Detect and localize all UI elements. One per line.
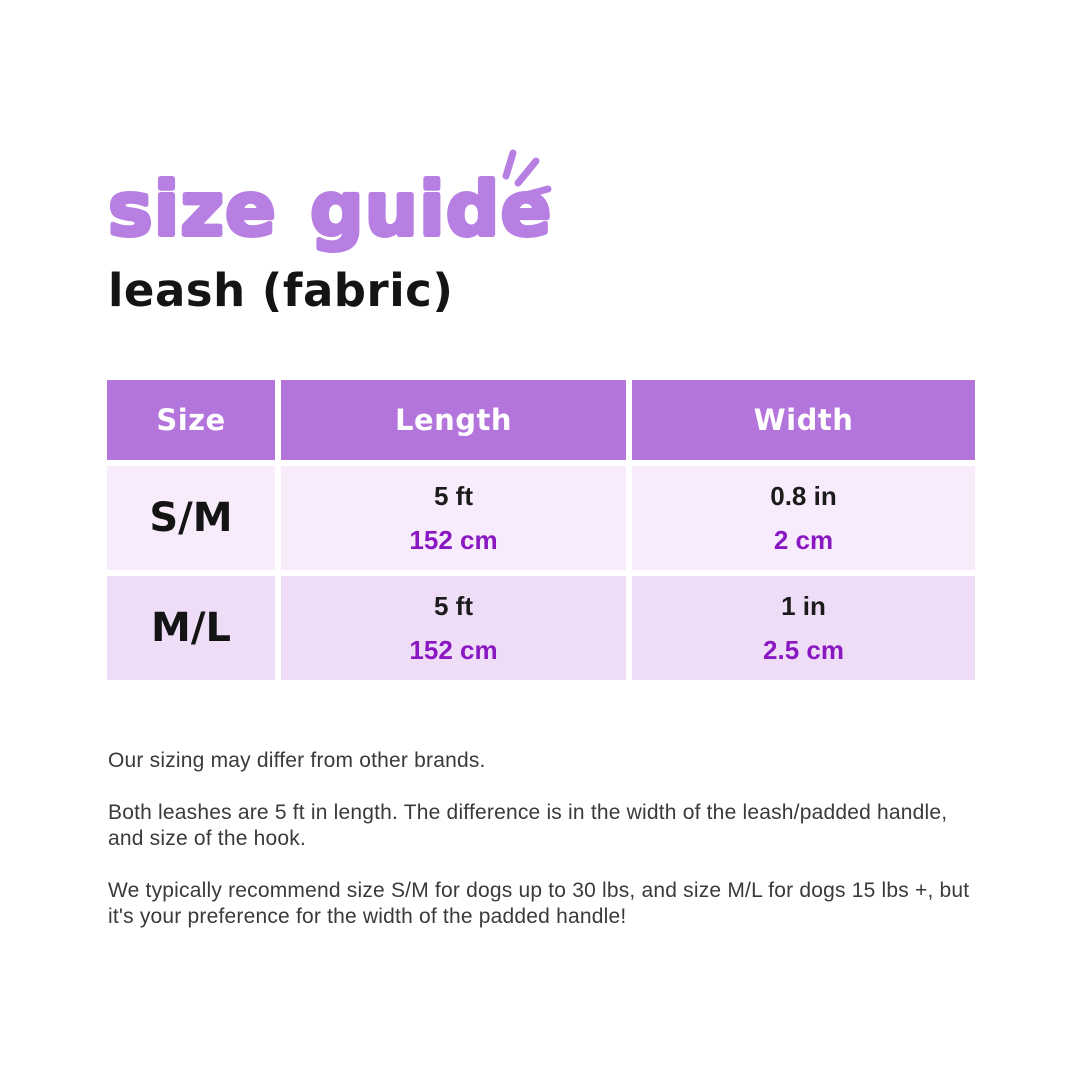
sizing-notes: Our sizing may differ from other brands.… bbox=[108, 748, 1048, 956]
length-imperial-sm: 5 ft bbox=[434, 480, 473, 511]
note-brands: Our sizing may differ from other brands. bbox=[108, 749, 486, 772]
header-cell-width: Width bbox=[632, 380, 975, 460]
page-subtitle: leash (fabric) bbox=[108, 264, 454, 317]
table-row-ml-width: 1 in 2.5 cm bbox=[632, 576, 975, 680]
header-cell-length: Length bbox=[281, 380, 626, 460]
size-table: Size Length Width S/M 5 ft 152 cm 0.8 in… bbox=[107, 380, 975, 680]
size-label-ml: M/L bbox=[151, 605, 231, 651]
table-row-sm-width: 0.8 in 2 cm bbox=[632, 466, 975, 570]
width-metric-ml: 2.5 cm bbox=[763, 634, 844, 665]
table-row-sm-size: S/M bbox=[107, 466, 275, 570]
length-metric-sm: 152 cm bbox=[409, 524, 498, 555]
page-title: size guide bbox=[108, 165, 553, 253]
note-difference: Both leashes are 5 ft in length. The dif… bbox=[108, 801, 948, 850]
table-row-ml-length: 5 ft 152 cm bbox=[281, 576, 626, 680]
width-metric-sm: 2 cm bbox=[773, 524, 834, 555]
length-metric-ml: 152 cm bbox=[409, 634, 498, 665]
table-row-sm-length: 5 ft 152 cm bbox=[281, 466, 626, 570]
sparkle-icon bbox=[502, 149, 552, 200]
note-recommendation: We typically recommend size S/M for dogs… bbox=[108, 879, 970, 928]
length-imperial-ml: 5 ft bbox=[434, 590, 473, 621]
width-imperial-sm: 0.8 in bbox=[770, 480, 837, 511]
table-row-ml-size: M/L bbox=[107, 576, 275, 680]
header-cell-size: Size bbox=[107, 380, 275, 460]
size-label-sm: S/M bbox=[149, 495, 233, 541]
width-imperial-ml: 1 in bbox=[781, 590, 826, 621]
